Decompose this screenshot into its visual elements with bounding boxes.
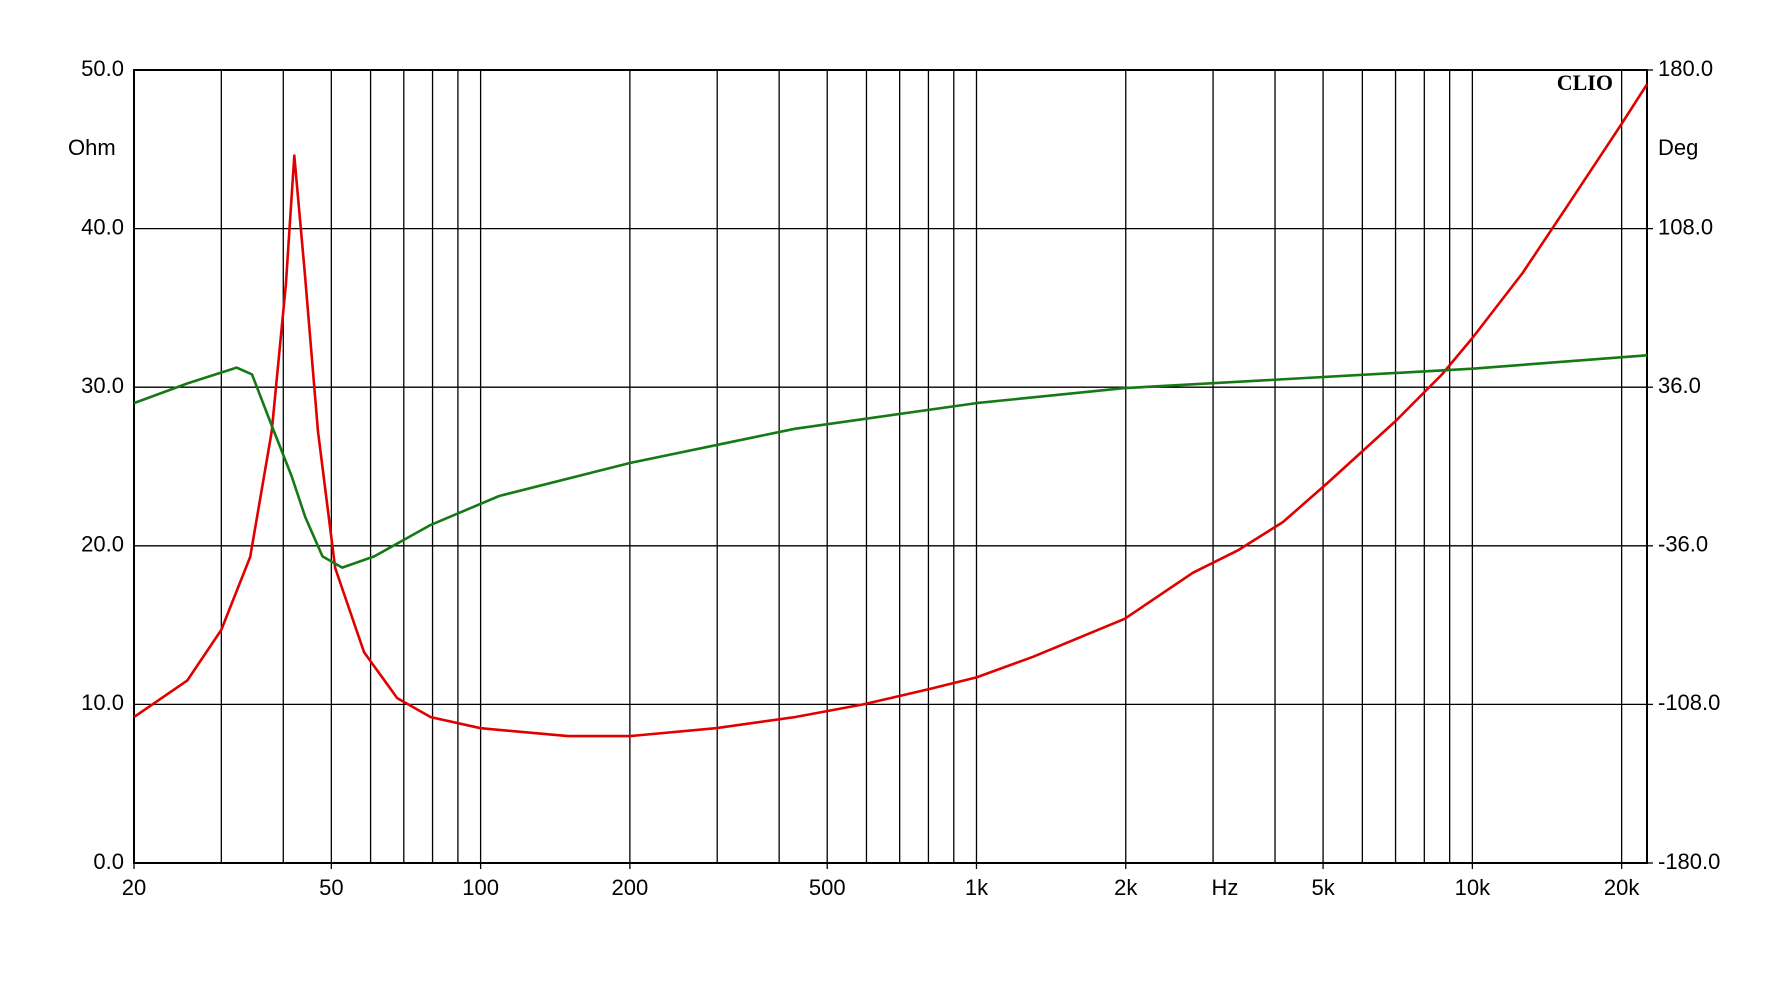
x-tick-label: 20: [122, 875, 146, 900]
y2-tick-label: 36.0: [1658, 373, 1701, 398]
y-tick-label: 30.0: [81, 373, 124, 398]
x-tick-label: 500: [809, 875, 846, 900]
plot-frame: [133, 69, 1648, 864]
x-tick-label: 10k: [1455, 875, 1491, 900]
y2-axis-label: Deg: [1658, 135, 1698, 160]
chart-title: CLIO: [1557, 70, 1613, 95]
y2-tick-label: -36.0: [1658, 532, 1708, 557]
y2-tick-label: -180.0: [1658, 849, 1720, 874]
x-tick-label: 5k: [1311, 875, 1335, 900]
x-tick-label: 2k: [1114, 875, 1138, 900]
y2-tick-label: -108.0: [1658, 690, 1720, 715]
y2-tick-label: 108.0: [1658, 214, 1713, 239]
series-line: [133, 83, 1649, 738]
y-axis-label: Ohm: [68, 135, 116, 160]
y2-tick-label: 180.0: [1658, 56, 1713, 81]
y-tick-label: 50.0: [81, 56, 124, 81]
x-axis-label: Hz: [1212, 875, 1239, 900]
x-tick-label: 200: [612, 875, 649, 900]
y-tick-label: 40.0: [81, 214, 124, 239]
y-tick-label: 20.0: [81, 532, 124, 557]
x-tick-label: 100: [462, 875, 499, 900]
x-tick-label: 50: [319, 875, 343, 900]
y-tick-label: 10.0: [81, 690, 124, 715]
series-line: [133, 354, 1648, 569]
x-tick-label: 20k: [1604, 875, 1640, 900]
y-tick-label: 0.0: [93, 849, 124, 874]
x-tick-label: 1k: [965, 875, 989, 900]
